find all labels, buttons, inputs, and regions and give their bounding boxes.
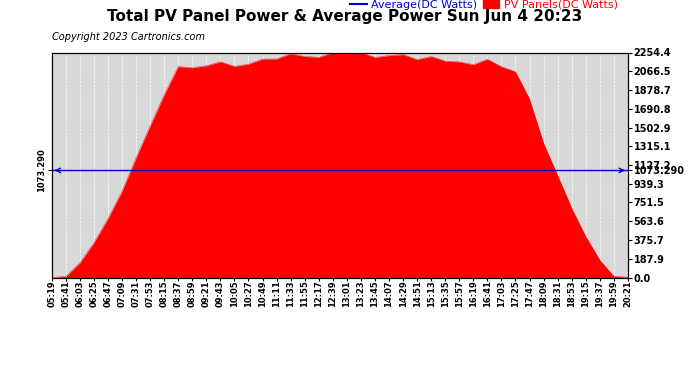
Legend: Average(DC Watts), PV Panels(DC Watts): Average(DC Watts), PV Panels(DC Watts) [346,0,622,14]
Text: Total PV Panel Power & Average Power Sun Jun 4 20:23: Total PV Panel Power & Average Power Sun… [108,9,582,24]
Text: Copyright 2023 Cartronics.com: Copyright 2023 Cartronics.com [52,32,205,42]
